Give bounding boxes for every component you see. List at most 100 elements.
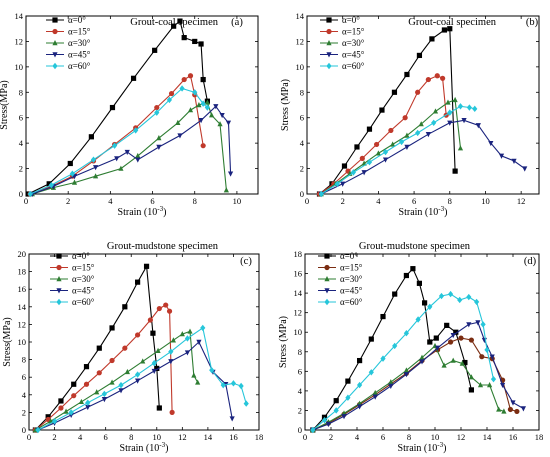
x-tick-label: 6 — [381, 432, 385, 442]
x-tick-label: 2 — [66, 196, 70, 206]
data-point — [196, 102, 202, 108]
data-point — [429, 36, 435, 42]
data-point — [154, 104, 160, 111]
series-3 — [29, 99, 229, 197]
data-point — [388, 127, 394, 134]
data-point — [410, 266, 416, 272]
data-point — [69, 170, 75, 177]
chart-panel-4: 0 2 4 6 8 10 12 14 16 18 0 2 4 6 8 10 12 14 16 18 Strain (10… — [278, 241, 543, 454]
data-point — [427, 303, 433, 310]
y-tick-label: 0 — [22, 425, 26, 435]
data-point — [359, 155, 365, 161]
legend-marker — [324, 264, 330, 271]
x-tick-label: 0 — [303, 432, 307, 442]
data-point — [155, 347, 161, 353]
x-tick-label: 2 — [329, 432, 333, 442]
data-point — [438, 292, 445, 300]
data-point — [46, 181, 52, 187]
data-point — [466, 322, 472, 328]
data-point — [83, 381, 90, 387]
x-tick-label: 10 — [481, 196, 490, 206]
series-1 — [316, 26, 458, 197]
data-point — [83, 364, 90, 370]
legend-label: α=45° — [340, 286, 363, 296]
data-point — [450, 332, 456, 339]
panel-title: Grout-coal specimen — [130, 17, 219, 28]
x-tick-label: 18 — [255, 432, 264, 442]
data-point — [404, 144, 410, 150]
series-line — [321, 105, 475, 195]
x-tick-label: 10 — [431, 432, 440, 442]
data-point — [325, 421, 331, 428]
data-point — [48, 181, 54, 189]
series-line — [29, 87, 208, 195]
data-point — [67, 160, 73, 167]
data-point — [130, 75, 137, 81]
x-axis-label: Strain (10-3) — [398, 441, 447, 454]
data-point — [425, 132, 431, 138]
x-axis-label: Strain (10-3) — [118, 205, 167, 218]
data-point — [510, 400, 516, 406]
y-tick-label: 12 — [294, 308, 303, 318]
data-point — [462, 359, 468, 366]
data-point — [200, 100, 206, 107]
legend-marker — [56, 298, 62, 306]
series-line — [37, 341, 233, 431]
legend-marker — [324, 288, 330, 294]
data-point — [166, 96, 173, 104]
y-tick-label: 10 — [294, 327, 303, 337]
legend-marker — [324, 298, 330, 306]
data-point — [169, 409, 175, 415]
data-point — [457, 145, 464, 151]
y-tick-label: 2 — [22, 407, 26, 417]
data-point — [496, 406, 502, 412]
data-point — [209, 366, 215, 374]
chart-panel-1: 0 2 4 6 8 10 0 2 4 6 8 10 12 14 Strain (10-3) Stress(MP… — [0, 11, 259, 218]
y-tick-label: 4 — [300, 138, 305, 148]
y-tick-label: 6 — [300, 113, 304, 123]
data-point — [154, 109, 160, 116]
data-point — [419, 354, 425, 360]
data-point — [88, 134, 94, 140]
x-tick-label: 10 — [153, 432, 162, 442]
data-point — [318, 190, 324, 198]
data-point — [468, 374, 474, 380]
data-point — [487, 382, 493, 388]
data-point — [392, 342, 398, 350]
data-point — [71, 381, 77, 387]
data-point — [477, 382, 484, 388]
y-tick-label: 10 — [296, 62, 305, 72]
data-point — [447, 120, 453, 126]
data-point — [453, 329, 459, 335]
series-4 — [35, 339, 235, 433]
data-point — [441, 362, 447, 368]
data-point — [404, 132, 410, 138]
legend-label: α=60° — [340, 297, 363, 307]
data-point — [220, 381, 226, 389]
legend-label: α=45° — [68, 50, 91, 60]
data-point — [118, 381, 124, 389]
y-tick-label: 8 — [22, 355, 26, 365]
data-point — [403, 330, 409, 337]
y-tick-label: 14 — [18, 302, 27, 312]
data-point — [58, 398, 64, 404]
panel-title: Grout-mudstone specimen — [359, 241, 471, 252]
legend-label: α=45° — [342, 50, 365, 60]
data-point — [435, 345, 441, 351]
x-tick-label: 16 — [509, 432, 518, 442]
data-point — [459, 360, 465, 366]
x-tick-label: 8 — [407, 432, 411, 442]
data-point — [156, 135, 162, 141]
data-point — [431, 119, 437, 126]
data-point — [151, 368, 157, 375]
data-point — [447, 109, 453, 116]
legend-label: α=15° — [72, 263, 95, 273]
data-point — [109, 325, 115, 331]
legend-marker — [52, 62, 58, 70]
data-point — [154, 365, 160, 371]
x-tick-label: 16 — [229, 432, 238, 442]
data-point — [200, 143, 206, 149]
data-point — [118, 165, 124, 171]
series-5 — [27, 85, 210, 198]
data-point — [440, 75, 446, 81]
